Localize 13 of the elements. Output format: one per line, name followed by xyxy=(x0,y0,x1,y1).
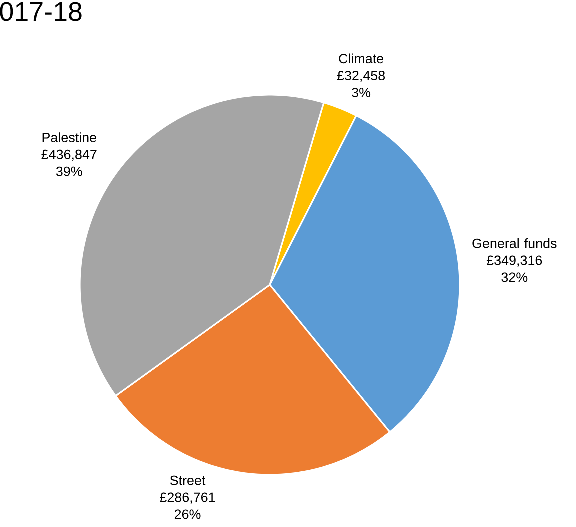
slice-label: Climate xyxy=(339,54,384,64)
data-label: £286,761 xyxy=(160,492,216,504)
data-label: £349,316 xyxy=(486,256,542,267)
text: 39% xyxy=(56,166,82,176)
slice-label: Street xyxy=(170,476,206,486)
slice-label: General funds xyxy=(472,238,557,248)
text: 26% xyxy=(174,510,201,520)
chart-title: 017-18 xyxy=(0,2,82,22)
slice-label: Palestine xyxy=(42,132,96,142)
text: 32% xyxy=(502,272,528,282)
text: 3% xyxy=(352,88,371,98)
data-label: £436,847 xyxy=(42,150,97,162)
data-label: £32,458 xyxy=(337,71,386,82)
